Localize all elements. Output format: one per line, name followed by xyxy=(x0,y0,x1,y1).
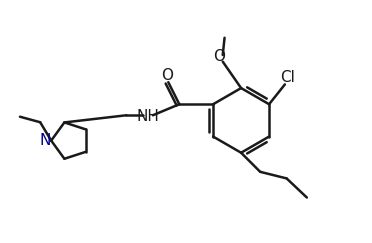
Text: O: O xyxy=(213,49,225,64)
Text: Cl: Cl xyxy=(280,69,295,85)
Text: O: O xyxy=(161,68,173,83)
Text: N: N xyxy=(39,133,51,148)
Text: NH: NH xyxy=(136,109,159,124)
